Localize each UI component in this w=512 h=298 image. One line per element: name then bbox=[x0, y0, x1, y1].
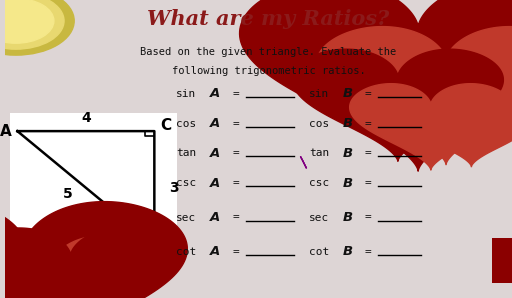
Polygon shape bbox=[415, 106, 512, 167]
Bar bbox=[10, 113, 177, 253]
Text: =: = bbox=[365, 247, 371, 257]
Text: =: = bbox=[365, 212, 371, 223]
Text: sec: sec bbox=[176, 212, 197, 223]
Text: C: C bbox=[160, 118, 171, 133]
Text: What are my Ratios?: What are my Ratios? bbox=[147, 9, 390, 30]
Text: A: A bbox=[210, 211, 220, 224]
Text: B: B bbox=[343, 177, 353, 190]
Text: B: B bbox=[343, 211, 353, 224]
Polygon shape bbox=[0, 258, 80, 298]
Text: B: B bbox=[160, 238, 172, 253]
Text: 3: 3 bbox=[169, 181, 179, 195]
Text: =: = bbox=[365, 119, 371, 129]
Polygon shape bbox=[0, 202, 187, 298]
Text: 4: 4 bbox=[81, 111, 91, 125]
Text: A: A bbox=[210, 87, 220, 100]
Text: csc: csc bbox=[309, 178, 329, 188]
Text: =: = bbox=[232, 89, 239, 99]
Text: =: = bbox=[232, 212, 239, 223]
Text: =: = bbox=[365, 148, 371, 159]
Polygon shape bbox=[0, 228, 176, 298]
Polygon shape bbox=[240, 0, 512, 171]
Text: cos: cos bbox=[176, 119, 197, 129]
Circle shape bbox=[0, 0, 54, 43]
Text: cot: cot bbox=[309, 247, 329, 257]
Text: =: = bbox=[232, 178, 239, 188]
Text: B: B bbox=[343, 245, 353, 258]
Text: cos: cos bbox=[309, 119, 329, 129]
Text: sin: sin bbox=[309, 89, 329, 99]
Text: A: A bbox=[210, 147, 220, 160]
Polygon shape bbox=[301, 156, 307, 168]
Text: sin: sin bbox=[176, 89, 197, 99]
Text: csc: csc bbox=[176, 178, 197, 188]
Text: B: B bbox=[343, 87, 353, 100]
Polygon shape bbox=[0, 235, 158, 298]
Text: following trigonometric ratios.: following trigonometric ratios. bbox=[172, 66, 366, 76]
Text: B: B bbox=[343, 147, 353, 160]
Text: A: A bbox=[210, 117, 220, 130]
Text: =: = bbox=[232, 148, 239, 159]
Text: cot: cot bbox=[176, 247, 197, 257]
Text: =: = bbox=[232, 119, 239, 129]
Polygon shape bbox=[350, 84, 512, 170]
Bar bbox=[492, 238, 512, 283]
Polygon shape bbox=[316, 27, 512, 164]
Circle shape bbox=[0, 0, 64, 49]
Text: B: B bbox=[343, 117, 353, 130]
Text: Based on the given triangle. Evaluate the: Based on the given triangle. Evaluate th… bbox=[140, 47, 397, 57]
Text: =: = bbox=[232, 247, 239, 257]
Text: A: A bbox=[1, 124, 12, 139]
Text: A: A bbox=[210, 177, 220, 190]
Text: =: = bbox=[365, 89, 371, 99]
Text: A: A bbox=[210, 245, 220, 258]
Text: 5: 5 bbox=[63, 187, 73, 201]
Polygon shape bbox=[292, 49, 503, 161]
Text: sec: sec bbox=[309, 212, 329, 223]
Text: =: = bbox=[365, 178, 371, 188]
Text: tan: tan bbox=[176, 148, 197, 159]
Circle shape bbox=[0, 0, 74, 55]
Text: tan: tan bbox=[309, 148, 329, 159]
